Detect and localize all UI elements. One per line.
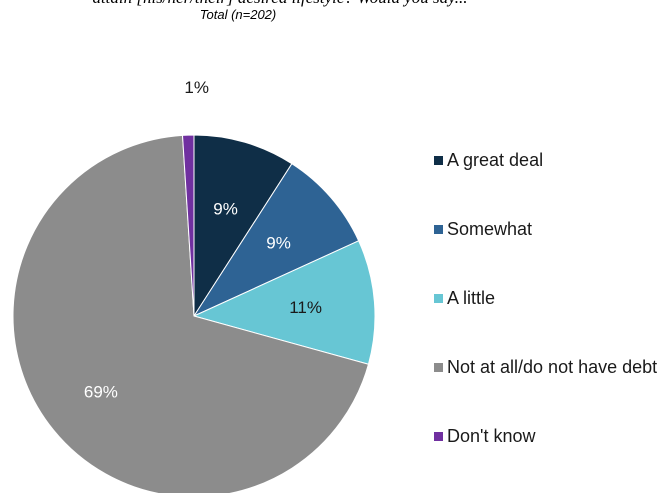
legend-swatch <box>434 363 443 372</box>
legend-label: Don't know <box>447 426 536 446</box>
legend-item: Somewhat <box>434 219 664 240</box>
legend-swatch <box>434 432 443 441</box>
pie-slice-don-t-know <box>181 134 195 317</box>
legend-swatch <box>434 225 443 234</box>
pie-slice-a-little <box>192 240 376 365</box>
legend-swatch <box>434 156 443 165</box>
legend-item: A little <box>434 288 664 309</box>
legend-label: A little <box>447 288 496 308</box>
legend-label: Not at all/do not have debt <box>447 357 658 377</box>
question-text: attain [his/her/their] desired lifestyle… <box>0 0 560 8</box>
data-label-a-great-deal: 9% <box>213 200 238 219</box>
legend-item: Not at all/do not have debt <box>434 357 664 378</box>
data-label-not-at-all-do-not-have-debt: 69% <box>84 383 118 402</box>
chart-subtitle: Total (n=202) <box>199 7 277 22</box>
legend-swatch <box>434 294 443 303</box>
legend-label: A great deal <box>447 150 544 170</box>
pie-slice-somewhat <box>192 163 360 318</box>
data-label-don-t-know: 1% <box>184 78 209 97</box>
data-label-somewhat: 9% <box>266 234 291 253</box>
legend-item: Don't know <box>434 426 664 447</box>
legend-label: Somewhat <box>447 219 533 239</box>
pie-slice-a-great-deal <box>193 134 293 318</box>
legend-item: A great deal <box>434 150 664 171</box>
pie-slice-not-at-all-do-not-have-debt <box>12 134 370 493</box>
data-label-a-little: 11% <box>289 298 322 317</box>
